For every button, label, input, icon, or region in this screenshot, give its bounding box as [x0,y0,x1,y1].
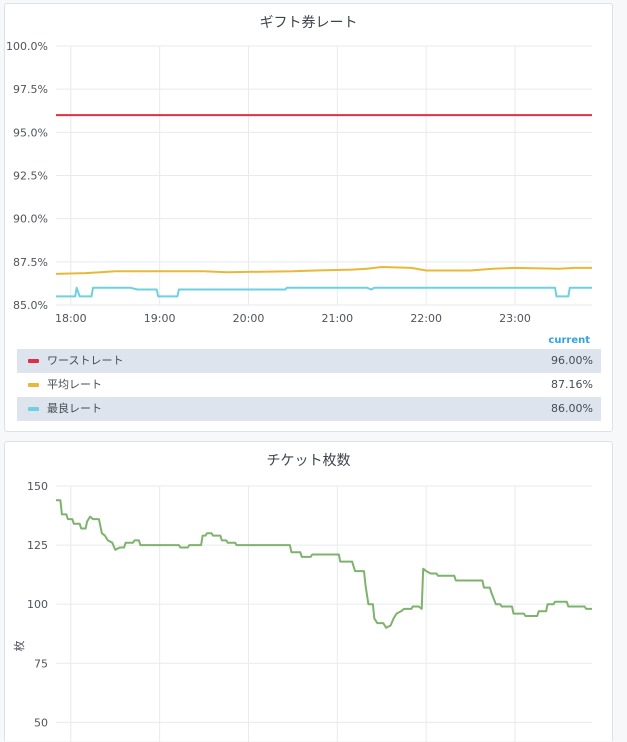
y-tick-label: 87.5% [13,256,48,269]
x-tick-label: 21:00 [321,312,353,325]
series-line-0[interactable] [56,499,592,629]
x-tick-label: 22:00 [410,312,442,325]
y-tick-label: 90.0% [13,213,48,226]
rate-panel: ギフト券レート 18:00 19:00 20:00 21:00 22:00 23:00 85… [4,3,613,432]
panel-title[interactable]: チケット枚数 [266,453,351,469]
y-tick-label: 97.5% [13,83,48,96]
x-tick-label: 23:00 [499,312,531,325]
series-line-1[interactable] [55,266,592,275]
y-axis-label: 枚 [12,641,26,652]
x-tick-label: 18:00 [55,312,87,325]
legend-series-name[interactable]: ワーストレート [47,354,124,367]
legend-current-value: 87.16% [551,378,593,391]
y-tick-label: 150 [27,480,48,493]
y-tick-label: 50 [34,716,48,729]
x-axis: 18:00 19:00 20:00 21:00 22:00 23:00 [55,312,531,325]
legend-item-average[interactable]: 平均レート 87.16% [17,373,601,397]
grid [56,485,592,742]
tickets-chart: 50 75 100 125 150 枚 [12,480,592,742]
legend: ワーストレート 96.00% 平均レート 87.16% 最良レート 86.00% [17,349,601,421]
rate-chart: 18:00 19:00 20:00 21:00 22:00 23:00 85.0% 87.5%… [6,40,592,325]
legend-item-worst[interactable]: ワーストレート 96.00% [17,349,601,373]
series-line-2[interactable] [56,286,592,298]
x-tick-label: 20:00 [233,312,265,325]
y-tick-label: 100.0% [6,40,48,53]
y-tick-label: 100 [27,598,48,611]
series-color-swatch[interactable] [28,359,39,363]
y-tick-label: 85.0% [13,299,48,312]
y-tick-label: 95.0% [13,126,48,139]
legend-item-best[interactable]: 最良レート 86.00% [17,397,601,421]
legend-current-value: 86.00% [551,402,593,415]
grid [56,45,592,306]
series-color-swatch[interactable] [28,383,39,387]
y-tick-label: 125 [27,539,48,552]
legend-current-header[interactable]: current [548,335,590,346]
tickets-panel: チケット枚数 50 75 100 125 150 枚 [4,441,613,742]
y-tick-label: 75 [34,657,48,670]
legend-series-name[interactable]: 最良レート [47,402,102,415]
y-axis: 50 75 100 125 150 枚 [12,480,48,729]
legend-series-name[interactable]: 平均レート [47,378,102,391]
y-tick-label: 92.5% [13,170,48,183]
legend-current-value: 96.00% [551,354,593,367]
y-axis: 85.0% 87.5% 90.0% 92.5% 95.0% 97.5% 100.0% [6,40,48,312]
x-tick-label: 19:00 [144,312,176,325]
panel-title[interactable]: ギフト券レート [259,15,358,31]
series-color-swatch[interactable] [28,407,39,411]
